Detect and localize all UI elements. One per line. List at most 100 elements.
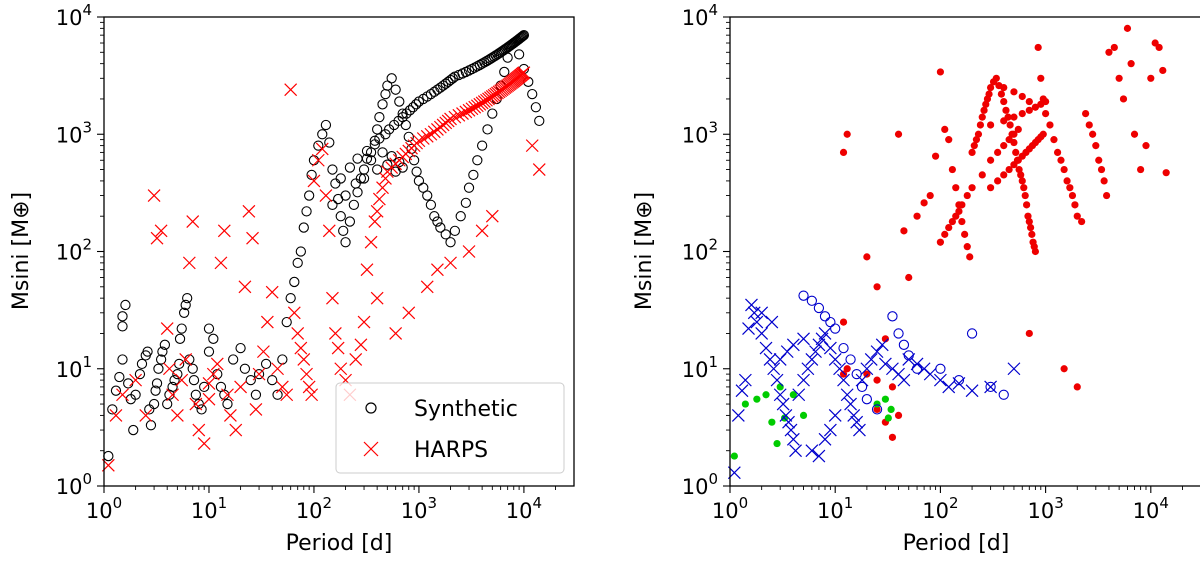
data-point-red-filled (1097, 165, 1106, 174)
data-point-synthetic (277, 354, 288, 365)
data-point-harps (462, 245, 476, 258)
data-point-synthetic (313, 140, 324, 151)
data-point-red-filled (1017, 171, 1025, 179)
data-point-red-filled (894, 411, 903, 420)
data-point-green-filled (799, 411, 808, 420)
data-point-synthetic (327, 164, 338, 175)
data-point-synthetic (432, 216, 443, 227)
data-point-red-filled (888, 433, 897, 441)
data-point-blue-x (735, 384, 749, 398)
data-point-red-filled (1085, 121, 1093, 129)
data-point-blue-x (776, 397, 790, 411)
data-point-red-filled (992, 74, 1000, 82)
data-point-synthetic (196, 404, 207, 415)
data-point-red-filled (1018, 177, 1026, 185)
data-point-synthetic (390, 84, 401, 95)
data-point-synthetic (382, 159, 393, 170)
legend-marker-synthetic-icon (365, 402, 377, 414)
data-point-synthetic (516, 31, 528, 42)
x-tick-label: 100 (86, 494, 122, 523)
data-point-synthetic (151, 378, 163, 389)
data-point-red-filled (1068, 191, 1077, 200)
data-point-synthetic (114, 371, 125, 383)
data-point-synthetic (410, 99, 422, 110)
data-point-harps (364, 235, 378, 249)
data-point-harps (197, 437, 211, 451)
data-point-synthetic (203, 323, 215, 334)
data-point-harps (525, 139, 539, 153)
data-point-red-filled (894, 130, 903, 138)
data-point-synthetic (203, 346, 215, 357)
data-point-harps (234, 380, 248, 394)
data-point-harps (229, 423, 243, 437)
data-point-red-filled (1082, 110, 1090, 118)
data-point-synthetic (304, 190, 315, 201)
data-point-red-filled (952, 212, 960, 220)
data-point-green-filled (884, 414, 892, 422)
data-point-synthetic (397, 111, 408, 123)
data-point-synthetic (338, 225, 349, 237)
data-point-harps (297, 353, 311, 366)
data-point-synthetic (377, 147, 388, 158)
data-point-blue-x (786, 432, 800, 446)
data-point-red-filled (1000, 97, 1008, 106)
data-point-red-filled (1102, 191, 1111, 200)
right-chart-panel: 100 101 102 103 104 100 101 102 103 104 Period [d… (632, 1, 1200, 556)
data-point-synthetic (155, 354, 167, 365)
data-point-harps (448, 110, 462, 124)
data-point-synthetic (435, 82, 446, 93)
data-point-synthetic (401, 108, 412, 119)
data-point-red-filled (1025, 106, 1033, 114)
data-point-synthetic (335, 173, 346, 184)
data-point-red-filled (926, 191, 934, 200)
data-point-synthetic (330, 178, 341, 189)
data-point-blue-x (763, 353, 777, 366)
data-point-harps (139, 408, 153, 422)
data-point-blue-x (786, 338, 800, 352)
data-point-red-filled (843, 365, 851, 373)
y-tick-label: 104 (682, 1, 718, 30)
data-point-synthetic (308, 155, 320, 166)
data-point-harps (160, 322, 174, 336)
data-point-harps (307, 174, 321, 188)
data-point-synthetic (476, 140, 488, 151)
data-point-synthetic (182, 293, 193, 304)
data-point-red-filled (839, 318, 848, 326)
data-point-synthetic (167, 381, 178, 393)
data-point-blue-x (840, 388, 854, 402)
data-point-synthetic (447, 73, 458, 84)
legend-box (335, 382, 565, 474)
data-point-red-filled (839, 148, 848, 157)
data-point-red-filled (945, 136, 953, 144)
data-point-synthetic (377, 99, 388, 110)
data-point-blue-x (853, 423, 866, 437)
data-point-blue-open (966, 328, 978, 339)
data-point-red-filled (1095, 156, 1103, 164)
data-point-red-filled (873, 376, 881, 384)
data-point-blue-x (902, 353, 916, 366)
data-point-red-filled (963, 243, 971, 251)
data-point-synthetic (463, 182, 475, 193)
left-chart-ticks: 100 101 102 103 104 100 101 102 103 104 (56, 1, 556, 523)
data-point-red-filled (980, 106, 988, 114)
data-point-red-filled (1026, 223, 1035, 232)
data-point-synthetic (530, 102, 542, 113)
data-point-synthetic (340, 237, 351, 248)
data-point-harps (206, 367, 220, 381)
x-tick-label: 104 (1133, 494, 1169, 523)
data-point-harps (420, 129, 434, 143)
data-point-blue-x (878, 357, 892, 371)
data-point-blue-open (819, 311, 831, 322)
data-point-blue-open (838, 342, 849, 354)
x-tick-label: 103 (1027, 494, 1063, 523)
data-point-blue-x (797, 373, 810, 387)
y-tick-label: 103 (56, 118, 92, 147)
data-point-red-filled (843, 130, 851, 138)
data-point-red-filled (1025, 97, 1033, 106)
data-point-blue-open (798, 290, 809, 301)
data-point-red-filled (1046, 121, 1054, 129)
data-point-red-filled (1073, 383, 1081, 391)
data-point-red-filled (1031, 247, 1040, 256)
data-point-harps (370, 291, 384, 305)
